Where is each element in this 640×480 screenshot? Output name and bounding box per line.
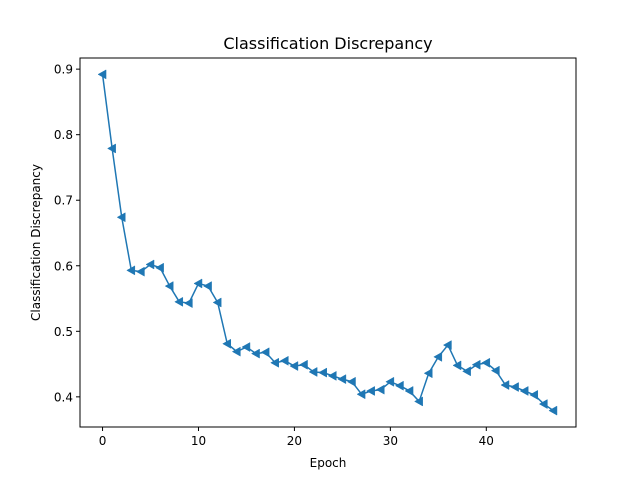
data-point-marker	[155, 262, 164, 273]
axes-frame	[79, 57, 577, 428]
data-point-marker	[490, 365, 500, 376]
x-axis-label: Epoch	[310, 456, 347, 470]
data-point-marker	[164, 281, 174, 292]
data-point-marker	[222, 338, 232, 349]
data-point-marker	[452, 360, 462, 371]
data-point-marker	[193, 278, 203, 289]
x-tick-label: 20	[287, 434, 302, 448]
data-point-marker	[548, 405, 558, 416]
series-layer	[97, 69, 558, 416]
y-tick-label: 0.8	[54, 128, 73, 142]
data-point-marker	[510, 382, 519, 392]
y-tick-label: 0.6	[54, 259, 73, 273]
data-point-marker	[203, 281, 212, 292]
data-point-marker	[145, 259, 155, 270]
data-point-marker	[107, 143, 116, 154]
y-tick-label: 0.7	[54, 194, 73, 208]
data-point-marker	[289, 361, 299, 371]
data-point-marker	[500, 380, 510, 390]
data-point-marker	[337, 374, 347, 385]
data-point-marker	[135, 266, 145, 277]
data-point-marker	[126, 265, 136, 276]
data-point-marker	[481, 357, 491, 368]
y-tick-label: 0.5	[54, 325, 73, 339]
data-point-marker	[241, 342, 251, 352]
data-point-marker	[174, 296, 184, 307]
data-point-marker	[471, 359, 481, 370]
data-point-marker	[404, 386, 414, 396]
data-point-marker	[318, 367, 327, 378]
data-point-marker	[299, 359, 308, 370]
data-point-marker	[519, 386, 529, 396]
data-point-marker	[279, 355, 289, 366]
x-tick-label: 10	[191, 434, 206, 448]
data-point-marker	[231, 346, 241, 357]
data-point-marker	[529, 389, 539, 400]
chart-title: Classification Discrepancy	[223, 34, 432, 53]
data-point-marker	[97, 69, 107, 80]
data-point-marker	[356, 389, 366, 400]
data-point-marker	[462, 366, 471, 377]
data-point-marker	[346, 376, 356, 387]
plot-area	[80, 58, 576, 427]
data-point-marker	[251, 348, 260, 359]
y-axis-ticks: 0.4 0.5 0.6 0.7 0.8 0.9	[54, 63, 80, 404]
data-point-marker	[538, 399, 548, 409]
x-tick-label: 40	[479, 434, 494, 448]
y-tick-label: 0.4	[54, 390, 73, 404]
data-point-marker	[414, 396, 423, 407]
y-tick-label: 0.9	[54, 63, 73, 77]
data-point-marker	[183, 298, 193, 309]
data-point-marker	[433, 351, 443, 362]
data-point-marker	[270, 357, 279, 368]
data-point-marker	[375, 384, 385, 395]
data-point-marker	[260, 347, 270, 358]
x-tick-label: 30	[383, 434, 398, 448]
data-point-marker	[366, 386, 375, 396]
data-point-marker	[394, 380, 404, 391]
y-axis-label: Classification Discrepancy	[29, 164, 43, 321]
data-point-marker	[116, 212, 126, 223]
data-point-marker	[308, 367, 318, 377]
data-point-marker	[423, 368, 433, 379]
data-point-marker	[212, 297, 222, 308]
x-tick-label: 0	[99, 434, 107, 448]
data-point-marker	[327, 370, 337, 381]
data-point-marker	[385, 376, 395, 387]
data-point-marker	[442, 340, 452, 351]
x-axis-ticks: 0 10 20 30 40	[99, 427, 494, 448]
